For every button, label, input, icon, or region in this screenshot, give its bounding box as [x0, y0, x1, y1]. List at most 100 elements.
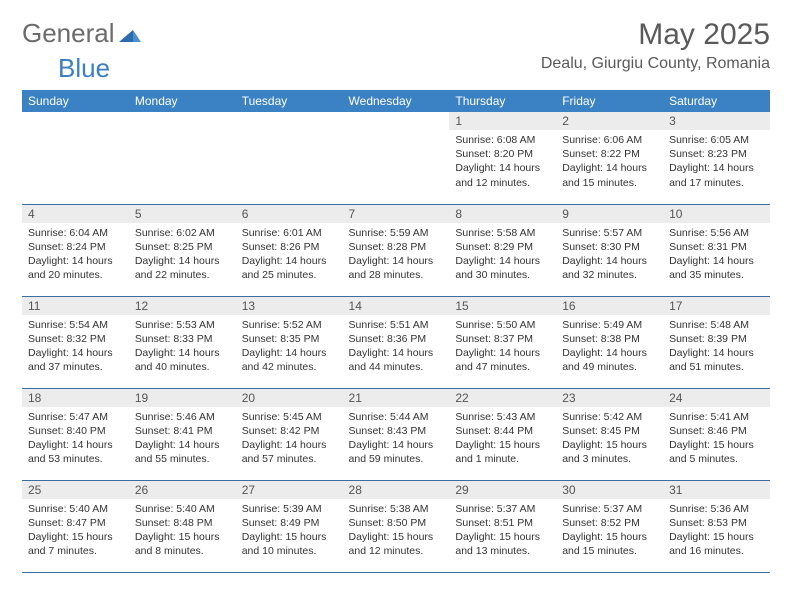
day-details: Sunrise: 5:51 AMSunset: 8:36 PMDaylight:… — [343, 315, 450, 379]
day-number: 1 — [449, 112, 556, 130]
daylight-text-1: Daylight: 14 hours — [28, 254, 123, 268]
daylight-text-2: and 12 minutes. — [455, 176, 550, 190]
calendar-cell: 4Sunrise: 6:04 AMSunset: 8:24 PMDaylight… — [22, 204, 129, 296]
daylight-text-1: Daylight: 14 hours — [669, 161, 764, 175]
calendar-cell: 10Sunrise: 5:56 AMSunset: 8:31 PMDayligh… — [663, 204, 770, 296]
day-number: 26 — [129, 481, 236, 499]
calendar-cell — [22, 112, 129, 204]
daylight-text-1: Daylight: 14 hours — [242, 346, 337, 360]
sunset-text: Sunset: 8:51 PM — [455, 516, 550, 530]
sunset-text: Sunset: 8:22 PM — [562, 147, 657, 161]
daylight-text-2: and 16 minutes. — [669, 544, 764, 558]
calendar-cell: 21Sunrise: 5:44 AMSunset: 8:43 PMDayligh… — [343, 388, 450, 480]
sunrise-text: Sunrise: 6:01 AM — [242, 226, 337, 240]
day-details: Sunrise: 5:40 AMSunset: 8:47 PMDaylight:… — [22, 499, 129, 563]
sunset-text: Sunset: 8:29 PM — [455, 240, 550, 254]
calendar-cell: 23Sunrise: 5:42 AMSunset: 8:45 PMDayligh… — [556, 388, 663, 480]
calendar-cell — [129, 112, 236, 204]
day-number: 8 — [449, 205, 556, 223]
calendar-cell: 24Sunrise: 5:41 AMSunset: 8:46 PMDayligh… — [663, 388, 770, 480]
daylight-text-2: and 8 minutes. — [135, 544, 230, 558]
calendar-cell: 26Sunrise: 5:40 AMSunset: 8:48 PMDayligh… — [129, 480, 236, 572]
calendar-cell: 31Sunrise: 5:36 AMSunset: 8:53 PMDayligh… — [663, 480, 770, 572]
sunrise-text: Sunrise: 5:44 AM — [349, 410, 444, 424]
calendar-cell: 15Sunrise: 5:50 AMSunset: 8:37 PMDayligh… — [449, 296, 556, 388]
sunrise-text: Sunrise: 6:02 AM — [135, 226, 230, 240]
sunset-text: Sunset: 8:50 PM — [349, 516, 444, 530]
day-details: Sunrise: 6:05 AMSunset: 8:23 PMDaylight:… — [663, 130, 770, 194]
daylight-text-2: and 17 minutes. — [669, 176, 764, 190]
daylight-text-1: Daylight: 15 hours — [455, 438, 550, 452]
sunset-text: Sunset: 8:48 PM — [135, 516, 230, 530]
calendar-week-row: 11Sunrise: 5:54 AMSunset: 8:32 PMDayligh… — [22, 296, 770, 388]
day-details: Sunrise: 5:47 AMSunset: 8:40 PMDaylight:… — [22, 407, 129, 471]
daylight-text-1: Daylight: 14 hours — [455, 161, 550, 175]
weekday-header: Friday — [556, 90, 663, 112]
sunrise-text: Sunrise: 5:53 AM — [135, 318, 230, 332]
day-details: Sunrise: 6:08 AMSunset: 8:20 PMDaylight:… — [449, 130, 556, 194]
sunset-text: Sunset: 8:32 PM — [28, 332, 123, 346]
sunrise-text: Sunrise: 5:43 AM — [455, 410, 550, 424]
calendar-cell: 30Sunrise: 5:37 AMSunset: 8:52 PMDayligh… — [556, 480, 663, 572]
daylight-text-2: and 35 minutes. — [669, 268, 764, 282]
sunrise-text: Sunrise: 5:42 AM — [562, 410, 657, 424]
sunrise-text: Sunrise: 5:56 AM — [669, 226, 764, 240]
sunset-text: Sunset: 8:31 PM — [669, 240, 764, 254]
daylight-text-2: and 40 minutes. — [135, 360, 230, 374]
daylight-text-1: Daylight: 14 hours — [135, 438, 230, 452]
calendar-cell: 3Sunrise: 6:05 AMSunset: 8:23 PMDaylight… — [663, 112, 770, 204]
day-details: Sunrise: 5:39 AMSunset: 8:49 PMDaylight:… — [236, 499, 343, 563]
sunrise-text: Sunrise: 5:48 AM — [669, 318, 764, 332]
sunrise-text: Sunrise: 5:41 AM — [669, 410, 764, 424]
day-number: 20 — [236, 389, 343, 407]
daylight-text-1: Daylight: 14 hours — [135, 346, 230, 360]
day-details: Sunrise: 5:46 AMSunset: 8:41 PMDaylight:… — [129, 407, 236, 471]
daylight-text-1: Daylight: 15 hours — [669, 438, 764, 452]
sunset-text: Sunset: 8:52 PM — [562, 516, 657, 530]
sunrise-text: Sunrise: 5:50 AM — [455, 318, 550, 332]
title-block: May 2025 Dealu, Giurgiu County, Romania — [541, 18, 770, 73]
sunset-text: Sunset: 8:46 PM — [669, 424, 764, 438]
day-number: 9 — [556, 205, 663, 223]
weekday-header: Sunday — [22, 90, 129, 112]
daylight-text-1: Daylight: 15 hours — [242, 530, 337, 544]
day-details: Sunrise: 5:56 AMSunset: 8:31 PMDaylight:… — [663, 223, 770, 287]
calendar-cell: 12Sunrise: 5:53 AMSunset: 8:33 PMDayligh… — [129, 296, 236, 388]
sunset-text: Sunset: 8:38 PM — [562, 332, 657, 346]
sunrise-text: Sunrise: 5:40 AM — [135, 502, 230, 516]
day-number: 19 — [129, 389, 236, 407]
daylight-text-2: and 7 minutes. — [28, 544, 123, 558]
logo: General — [22, 18, 143, 49]
sunrise-text: Sunrise: 6:04 AM — [28, 226, 123, 240]
day-details: Sunrise: 5:48 AMSunset: 8:39 PMDaylight:… — [663, 315, 770, 379]
day-number: 27 — [236, 481, 343, 499]
daylight-text-2: and 3 minutes. — [562, 452, 657, 466]
calendar-cell: 2Sunrise: 6:06 AMSunset: 8:22 PMDaylight… — [556, 112, 663, 204]
day-number: 23 — [556, 389, 663, 407]
day-number: 16 — [556, 297, 663, 315]
sunset-text: Sunset: 8:39 PM — [669, 332, 764, 346]
weekday-header: Saturday — [663, 90, 770, 112]
day-details: Sunrise: 5:50 AMSunset: 8:37 PMDaylight:… — [449, 315, 556, 379]
day-details: Sunrise: 5:45 AMSunset: 8:42 PMDaylight:… — [236, 407, 343, 471]
day-details: Sunrise: 5:36 AMSunset: 8:53 PMDaylight:… — [663, 499, 770, 563]
daylight-text-1: Daylight: 14 hours — [455, 254, 550, 268]
day-number: 3 — [663, 112, 770, 130]
day-details: Sunrise: 5:37 AMSunset: 8:51 PMDaylight:… — [449, 499, 556, 563]
day-number: 25 — [22, 481, 129, 499]
calendar-cell: 25Sunrise: 5:40 AMSunset: 8:47 PMDayligh… — [22, 480, 129, 572]
sunset-text: Sunset: 8:45 PM — [562, 424, 657, 438]
day-details: Sunrise: 5:44 AMSunset: 8:43 PMDaylight:… — [343, 407, 450, 471]
daylight-text-1: Daylight: 14 hours — [669, 254, 764, 268]
daylight-text-2: and 51 minutes. — [669, 360, 764, 374]
day-number: 15 — [449, 297, 556, 315]
calendar-cell: 19Sunrise: 5:46 AMSunset: 8:41 PMDayligh… — [129, 388, 236, 480]
calendar-cell: 5Sunrise: 6:02 AMSunset: 8:25 PMDaylight… — [129, 204, 236, 296]
month-title: May 2025 — [541, 18, 770, 51]
daylight-text-2: and 57 minutes. — [242, 452, 337, 466]
day-details: Sunrise: 5:41 AMSunset: 8:46 PMDaylight:… — [663, 407, 770, 471]
calendar-cell: 28Sunrise: 5:38 AMSunset: 8:50 PMDayligh… — [343, 480, 450, 572]
day-details: Sunrise: 5:53 AMSunset: 8:33 PMDaylight:… — [129, 315, 236, 379]
sunrise-text: Sunrise: 5:59 AM — [349, 226, 444, 240]
sunrise-text: Sunrise: 5:36 AM — [669, 502, 764, 516]
